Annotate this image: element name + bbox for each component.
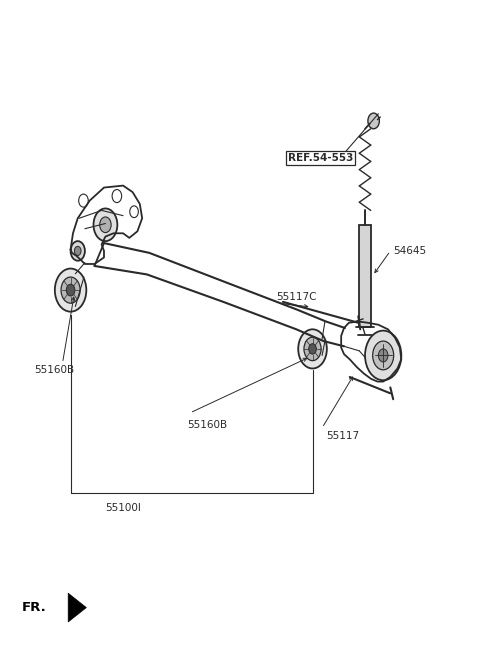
Polygon shape — [68, 593, 86, 622]
Circle shape — [100, 217, 111, 233]
Circle shape — [372, 341, 394, 370]
Circle shape — [298, 329, 327, 369]
Circle shape — [309, 344, 316, 354]
Text: 55117C: 55117C — [276, 292, 316, 302]
Bar — [360, 226, 371, 327]
Circle shape — [66, 284, 75, 296]
Circle shape — [71, 241, 85, 260]
Text: 54645: 54645 — [393, 246, 426, 256]
Circle shape — [365, 331, 401, 380]
Circle shape — [304, 337, 321, 361]
Text: 55160B: 55160B — [188, 420, 228, 430]
Circle shape — [378, 349, 388, 362]
Text: 55117: 55117 — [326, 431, 359, 441]
Circle shape — [55, 268, 86, 312]
Circle shape — [74, 247, 81, 255]
Text: 55100I: 55100I — [105, 503, 141, 513]
Circle shape — [368, 113, 379, 129]
Text: 55160B: 55160B — [34, 365, 74, 375]
Circle shape — [94, 209, 117, 241]
Text: REF.54-553: REF.54-553 — [288, 153, 353, 163]
Circle shape — [61, 277, 80, 303]
Text: FR.: FR. — [22, 601, 46, 614]
